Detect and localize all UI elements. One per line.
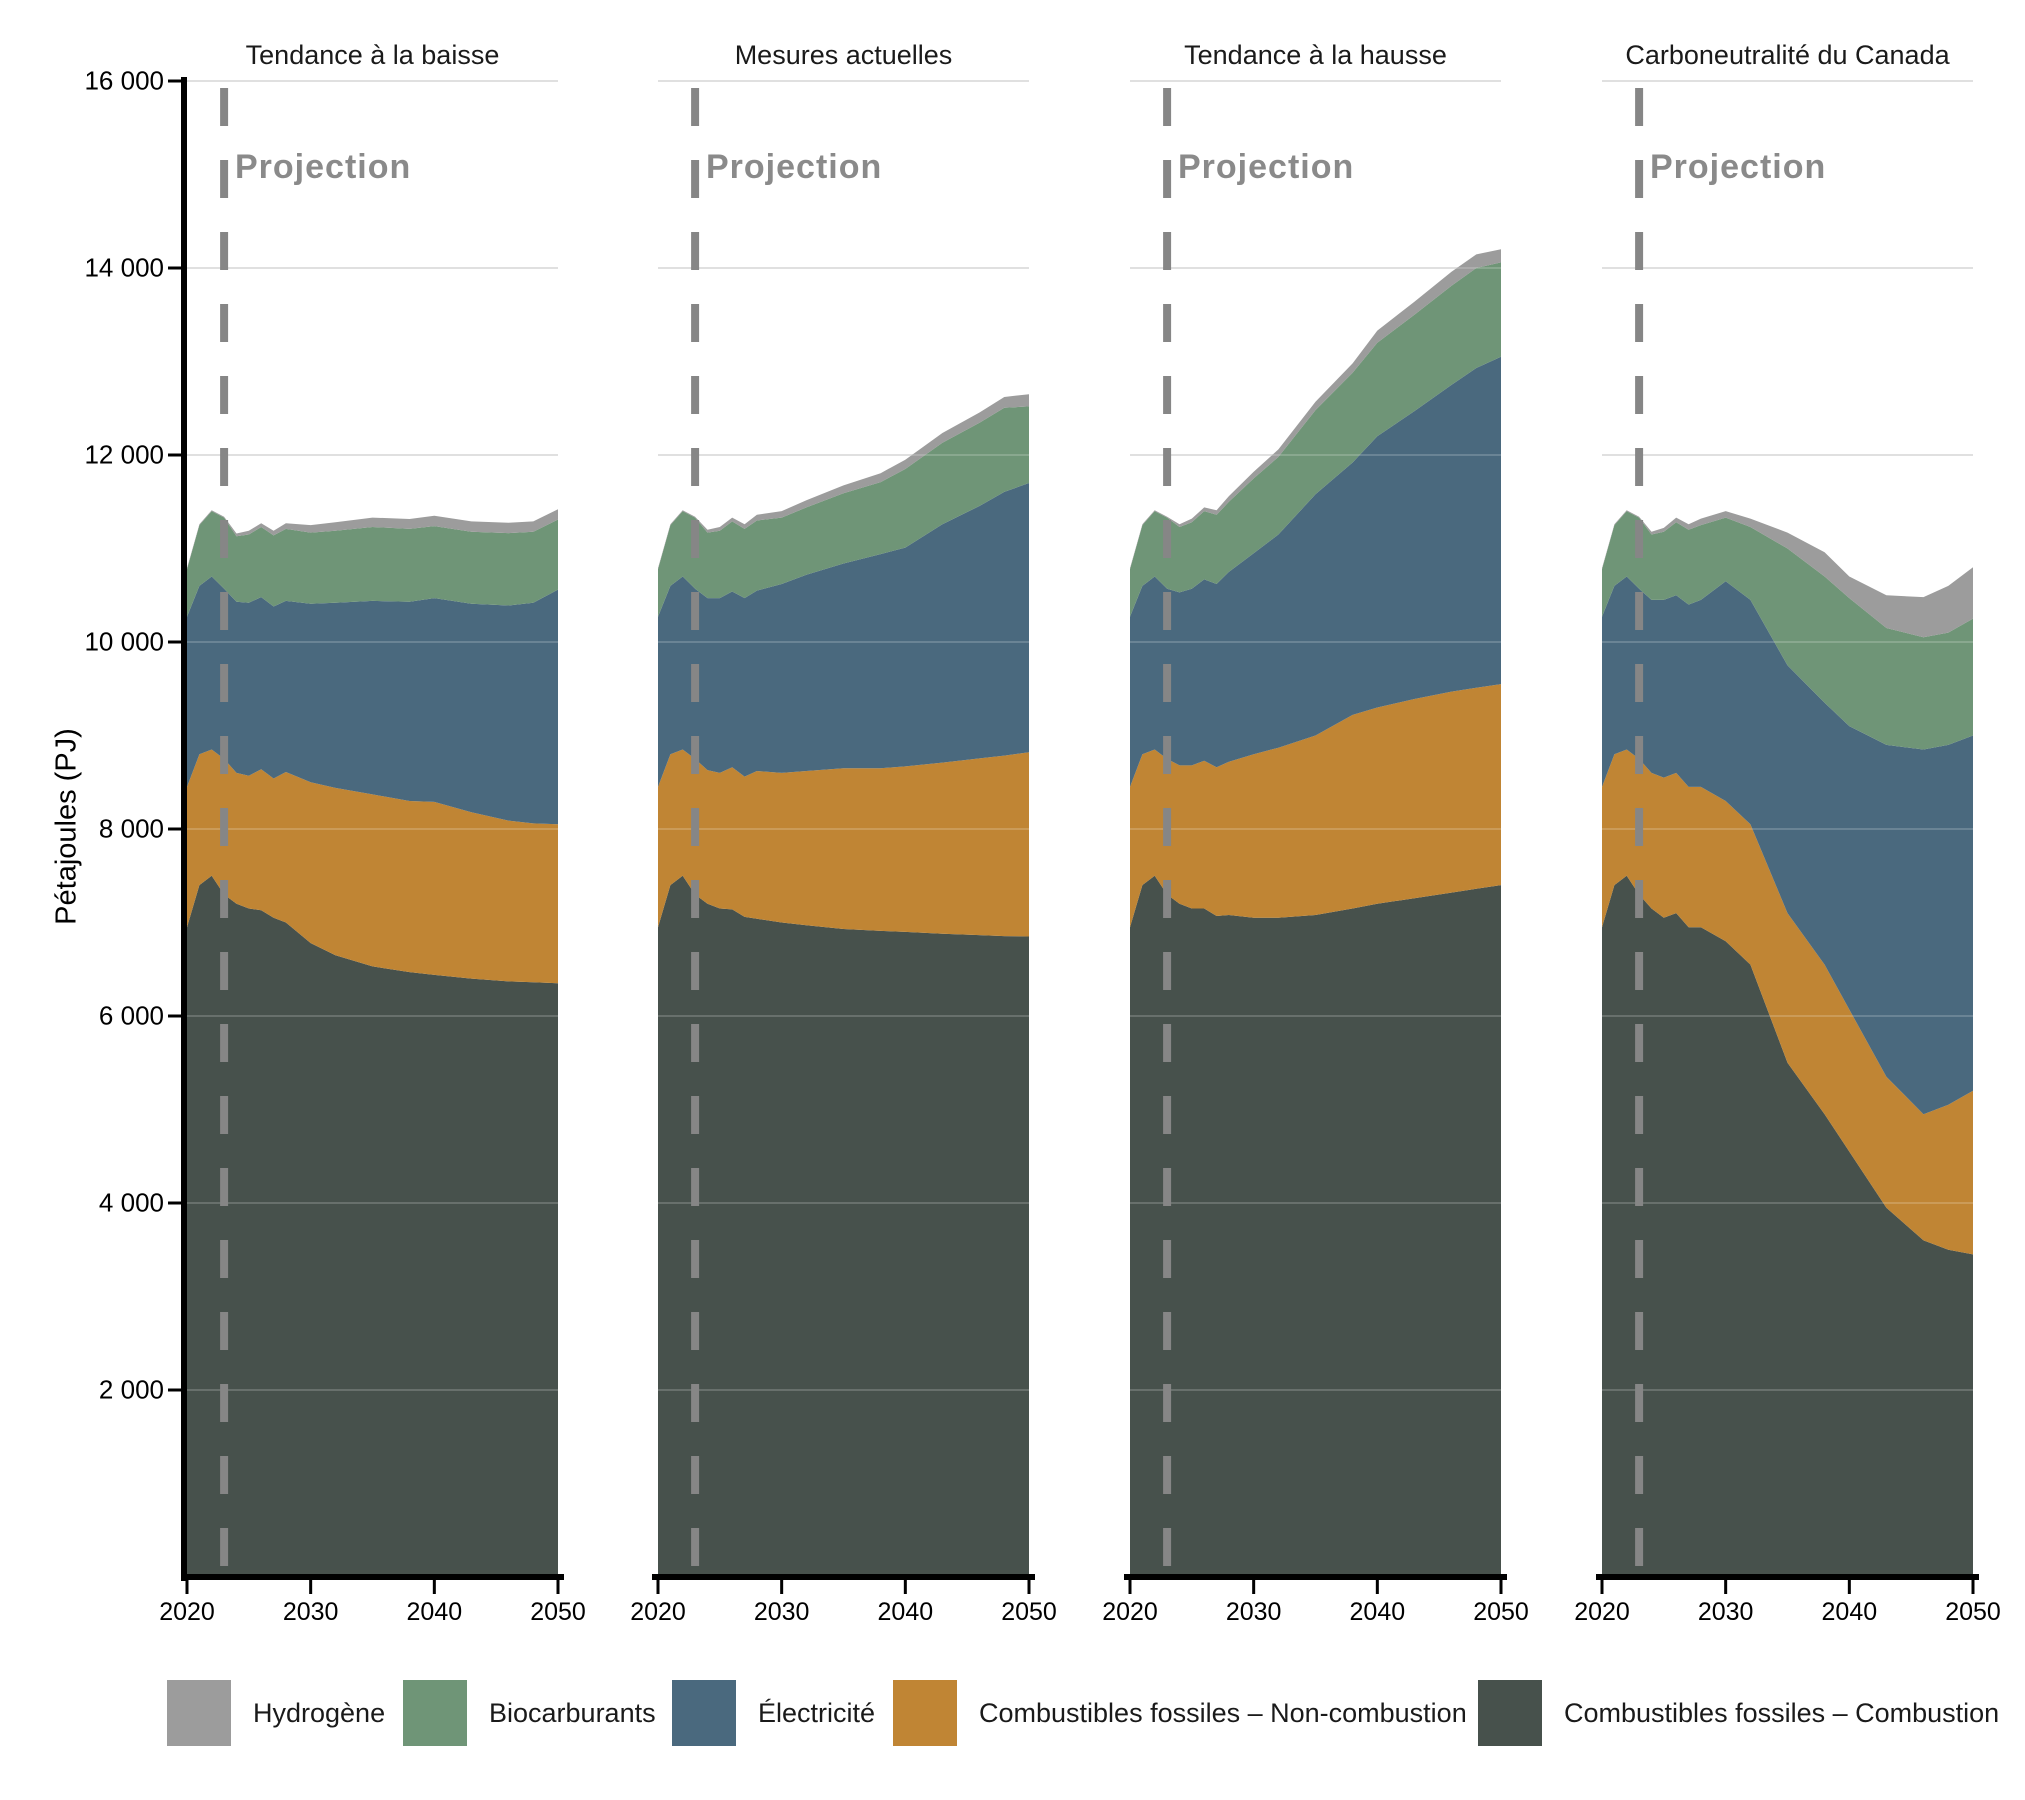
area-non_combustion: [1602, 749, 1973, 1255]
y-axis-tick: [168, 1201, 181, 1205]
x-axis-tick: [1847, 1580, 1851, 1594]
y-tick-label: 16 000: [84, 65, 164, 96]
panel-title-tendance-hausse: Tendance à la hausse: [1184, 40, 1447, 70]
x-tick-label: 2050: [530, 1598, 586, 1626]
x-axis-tick: [903, 1580, 907, 1594]
legend-swatch-electricite: [672, 1680, 736, 1746]
y-tick-label: 4 000: [98, 1187, 164, 1218]
area-hydrogene: [187, 509, 558, 570]
x-axis-tick: [432, 1580, 436, 1594]
area-biocarburants: [1130, 262, 1501, 617]
x-tick-label: 2030: [282, 1598, 339, 1626]
x-tick-label: 2040: [1349, 1598, 1406, 1626]
x-tick-label: 2020: [630, 1598, 686, 1626]
y-axis-tick: [168, 1014, 181, 1018]
x-axis-line: [181, 1574, 564, 1580]
area-combustion: [187, 875, 558, 1577]
x-tick-label: 2020: [1102, 1598, 1158, 1626]
x-axis-tick: [556, 1580, 560, 1594]
y-tick-label: 10 000: [84, 626, 164, 657]
legend-item-electricite: Électricité: [672, 1680, 875, 1746]
area-hydrogene: [1602, 510, 1973, 638]
x-axis-tick: [185, 1580, 189, 1594]
projection-label: Projection: [706, 148, 883, 186]
y-axis-tick: [168, 79, 181, 83]
x-axis-tick: [1252, 1580, 1256, 1594]
x-axis-tick: [1971, 1580, 1975, 1594]
x-tick-label: 2030: [1697, 1598, 1754, 1626]
legend-swatch-biocarburants: [403, 1680, 467, 1746]
projection-label: Projection: [1178, 148, 1355, 186]
x-axis-tick: [1724, 1580, 1728, 1594]
legend-swatch-fossiles-combustion: [1478, 1680, 1542, 1746]
x-axis-tick: [780, 1580, 784, 1594]
x-axis-tick: [1128, 1580, 1132, 1594]
x-axis-tick: [1499, 1580, 1503, 1594]
area-hydrogene: [658, 394, 1029, 570]
area-electricite: [1602, 576, 1973, 1115]
area-electricite: [658, 483, 1029, 787]
x-tick-label: 2040: [406, 1598, 463, 1626]
legend-label: Biocarburants: [489, 1697, 656, 1728]
x-axis-line: [1596, 1574, 1979, 1580]
area-biocarburants: [658, 406, 1029, 617]
legend-label: Électricité: [758, 1697, 876, 1728]
legend-label: Hydrogène: [253, 1697, 386, 1728]
legend-item-fossiles-non-combustion: Combustibles fossiles – Non-combustion: [893, 1680, 1467, 1746]
area-electricite: [1130, 356, 1501, 787]
legend-item-fossiles-combustion: Combustibles fossiles – Combustion: [1478, 1680, 1999, 1746]
legend-swatch-hydrogene: [167, 1680, 231, 1746]
projection-label: Projection: [1650, 148, 1827, 186]
y-axis-tick: [168, 640, 181, 644]
x-axis-tick: [309, 1580, 313, 1594]
area-non_combustion: [1130, 684, 1501, 928]
x-tick-label: 2020: [1574, 1598, 1630, 1626]
x-axis-tick: [1375, 1580, 1379, 1594]
x-tick-label: 2040: [877, 1598, 934, 1626]
y-tick-label: 14 000: [84, 252, 164, 283]
x-tick-label: 2050: [1001, 1598, 1057, 1626]
x-axis-tick: [1027, 1580, 1031, 1594]
y-axis-tick: [168, 827, 181, 831]
area-combustion: [1602, 875, 1973, 1577]
legend-label: Combustibles fossiles – Non-combustion: [979, 1697, 1467, 1728]
x-tick-label: 2050: [1945, 1598, 2001, 1626]
area-non_combustion: [658, 749, 1029, 937]
y-axis-tick: [168, 453, 181, 457]
area-biocarburants: [1602, 511, 1973, 750]
panel-title-carboneutralite: Carboneutralité du Canada: [1625, 40, 1950, 70]
panel-title-tendance-baisse: Tendance à la baisse: [245, 40, 500, 70]
area-non_combustion: [187, 749, 558, 984]
legend-swatch-fossiles-non-combustion: [893, 1680, 957, 1746]
x-tick-label: 2030: [1225, 1598, 1282, 1626]
x-tick-label: 2040: [1821, 1598, 1878, 1626]
area-combustion: [658, 875, 1029, 1577]
x-axis-tick: [1600, 1580, 1604, 1594]
x-axis-line: [652, 1574, 1035, 1580]
y-axis-spine: [181, 77, 187, 1581]
y-axis-tick: [168, 266, 181, 270]
x-axis-line: [1124, 1574, 1507, 1580]
y-tick-label: 8 000: [98, 813, 164, 844]
x-tick-label: 2020: [159, 1598, 215, 1626]
panel-title-mesures-actuelles: Mesures actuelles: [734, 40, 953, 70]
x-tick-label: 2030: [753, 1598, 810, 1626]
x-tick-label: 2050: [1473, 1598, 1529, 1626]
legend-item-hydrogene: Hydrogène: [167, 1680, 385, 1746]
area-hydrogene: [1130, 249, 1501, 570]
area-electricite: [187, 576, 558, 825]
y-tick-label: 12 000: [84, 439, 164, 470]
x-axis-tick: [656, 1580, 660, 1594]
area-combustion: [1130, 875, 1501, 1577]
legend-label: Combustibles fossiles – Combustion: [1564, 1697, 2000, 1728]
legend-item-biocarburants: Biocarburants: [403, 1680, 656, 1746]
y-tick-label: 2 000: [98, 1374, 164, 1405]
y-axis-tick: [168, 1388, 181, 1392]
projection-label: Projection: [235, 148, 412, 186]
area-biocarburants: [187, 511, 558, 617]
y-tick-label: 6 000: [98, 1000, 164, 1031]
